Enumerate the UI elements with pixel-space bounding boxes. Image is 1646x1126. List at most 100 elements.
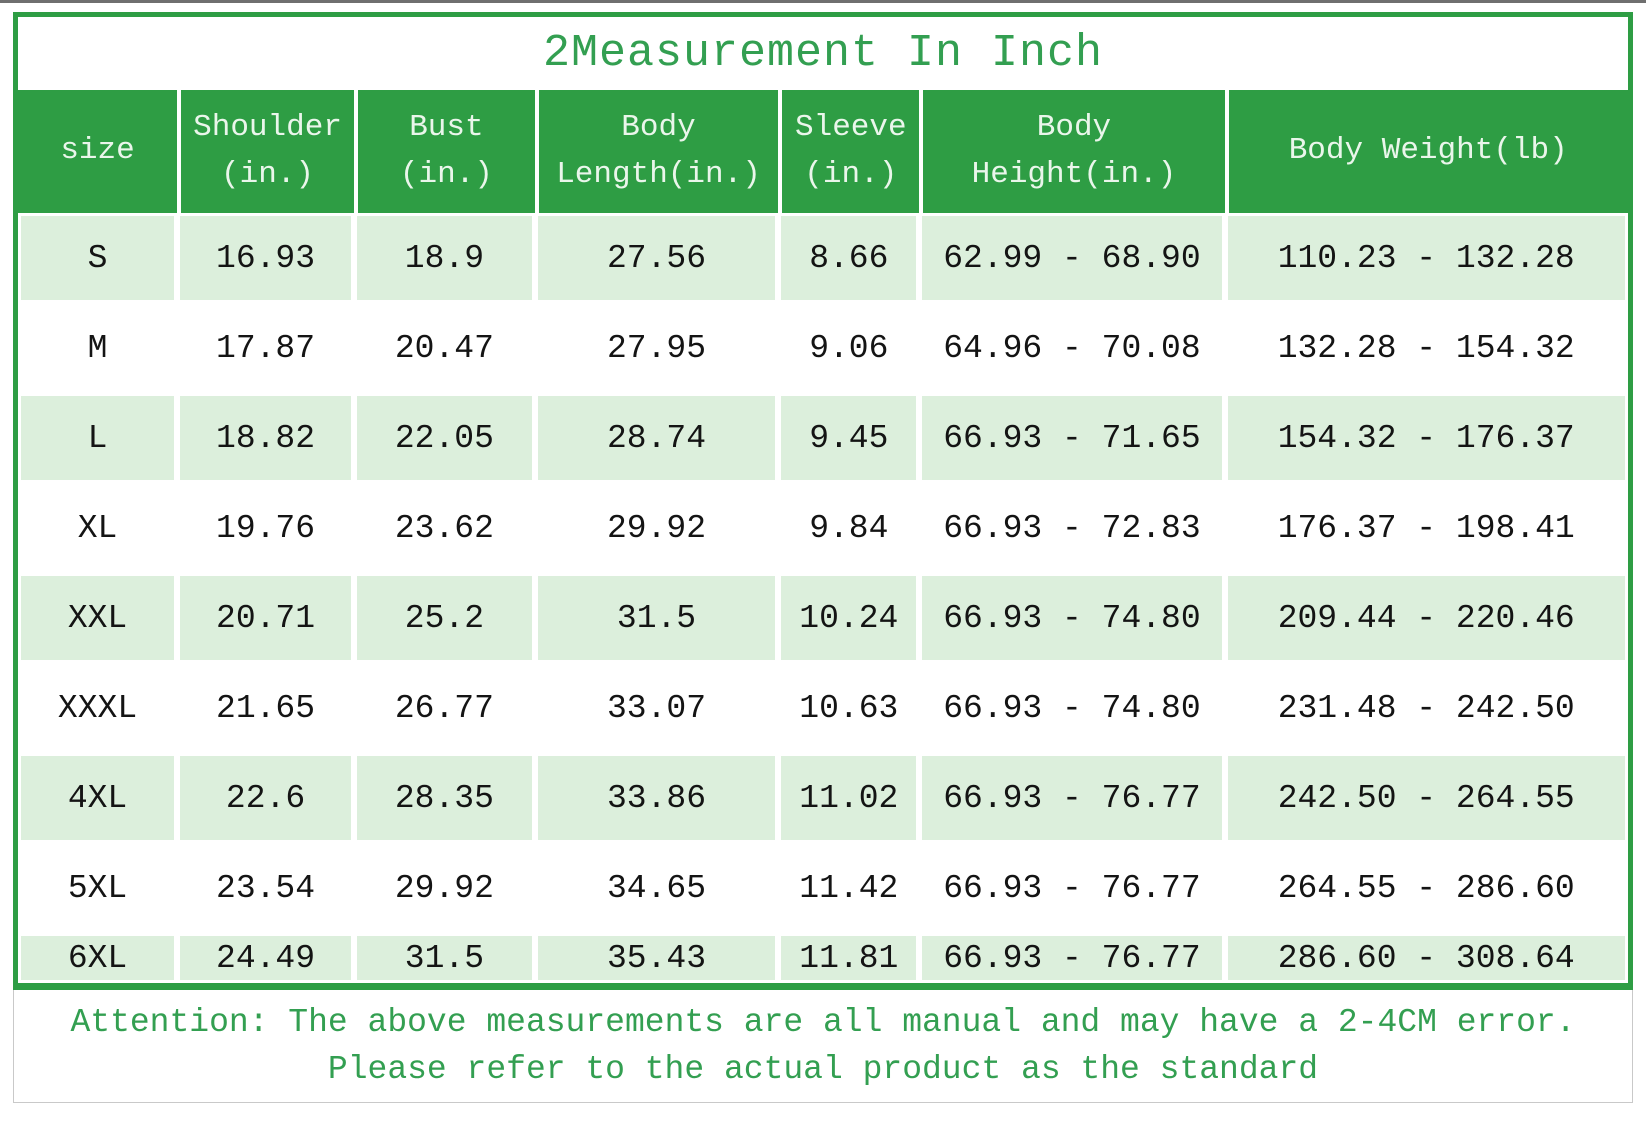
sleeve-cell: 11.02 [778,753,920,843]
shoulder-cell: 23.54 [177,843,354,933]
table-row-xl: XL 19.76 23.62 29.92 9.84 66.93 - 72.83 … [18,483,1628,573]
table-row-5xl: 5XL 23.54 29.92 34.65 11.42 66.93 - 76.7… [18,843,1628,933]
header-line: Shoulder [193,110,342,145]
top-edge-line [0,0,1646,3]
content-area: 2Measurement In Inch size Shoulder (in.)… [13,12,1633,1103]
table-row-4xl: 4XL 22.6 28.35 33.86 11.02 66.93 - 76.77… [18,753,1628,843]
bust-cell: 25.2 [354,573,535,663]
bust-cell: 23.62 [354,483,535,573]
body-weight-cell: 176.37 - 198.41 [1224,483,1628,573]
shoulder-cell: 20.71 [177,573,354,663]
page-title: 2Measurement In Inch [542,28,1104,79]
bust-cell: 28.35 [354,753,535,843]
header-cell-shoulder: Shoulder (in.) [177,90,354,213]
header-cell-size: size [18,90,177,213]
attention-line-1: Attention: The above measurements are al… [70,1004,1576,1041]
shoulder-cell: 17.87 [177,303,354,393]
attention-note: Attention: The above measurements are al… [13,990,1633,1103]
size-cell: XL [18,483,178,573]
table-row-l: L 18.82 22.05 28.74 9.45 66.93 - 71.65 1… [18,393,1628,483]
header-line: (in.) [399,156,493,192]
sleeve-cell: 9.06 [778,303,920,393]
size-cell: S [18,213,178,303]
header-line: (in.) [804,156,898,192]
size-table-box: 2Measurement In Inch size Shoulder (in.)… [13,12,1633,990]
body-height-cell: 66.93 - 74.80 [919,663,1225,753]
sleeve-cell: 11.81 [778,933,920,983]
header-cell-sleeve: Sleeve (in.) [778,90,919,213]
shoulder-cell: 21.65 [177,663,354,753]
size-cell: 6XL [18,933,178,983]
sleeve-cell: 9.84 [778,483,920,573]
sleeve-cell: 11.42 [778,843,920,933]
table-header-row: size Shoulder (in.) Bust (in.) Body Leng… [18,90,1628,213]
body-height-cell: 66.93 - 72.83 [919,483,1225,573]
bust-cell: 26.77 [354,663,535,753]
size-cell: L [18,393,178,483]
body-height-cell: 66.93 - 71.65 [919,393,1225,483]
bust-cell: 29.92 [354,843,535,933]
body-length-cell: 27.56 [534,213,779,303]
body-length-cell: 35.43 [534,933,779,983]
body-length-cell: 28.74 [534,393,779,483]
body-weight-cell: 231.48 - 242.50 [1224,663,1628,753]
body-weight-cell: 110.23 - 132.28 [1224,213,1628,303]
header-line: Body [1036,110,1112,145]
header-cell-body-length: Body Length(in.) [534,90,778,213]
body-height-cell: 66.93 - 76.77 [919,843,1225,933]
body-weight-cell: 286.60 - 308.64 [1224,933,1628,983]
header-line: Body Weight(lb) [1288,133,1568,169]
bust-cell: 31.5 [354,933,535,983]
header-line: Sleeve [795,110,907,145]
shoulder-cell: 18.82 [177,393,354,483]
table-row-xxxl: XXXL 21.65 26.77 33.07 10.63 66.93 - 74.… [18,663,1628,753]
header-line: Length(in.) [556,156,761,192]
header-line: Bust [409,110,484,145]
table-row-6xl: 6XL 24.49 31.5 35.43 11.81 66.93 - 76.77… [18,933,1628,983]
size-cell: 4XL [18,753,178,843]
header-cell-bust: Bust (in.) [354,90,535,213]
body-length-cell: 33.07 [534,663,779,753]
shoulder-cell: 19.76 [177,483,354,573]
bust-cell: 18.9 [354,213,535,303]
body-weight-cell: 154.32 - 176.37 [1224,393,1628,483]
table-row-xxl: XXL 20.71 25.2 31.5 10.24 66.93 - 74.80 … [18,573,1628,663]
attention-line-2: Please refer to the actual product as th… [327,1051,1319,1088]
body-length-cell: 29.92 [534,483,779,573]
header-line: (in.) [221,156,315,192]
header-line: size [60,133,135,169]
body-length-cell: 34.65 [534,843,779,933]
body-height-cell: 66.93 - 74.80 [919,573,1225,663]
size-cell: XXL [18,573,178,663]
header-cell-body-height: Body Height(in.) [919,90,1224,213]
body-weight-cell: 209.44 - 220.46 [1224,573,1628,663]
size-cell: XXXL [18,663,178,753]
body-height-cell: 66.93 - 76.77 [919,933,1225,983]
body-height-cell: 64.96 - 70.08 [919,303,1225,393]
header-line: Body [621,110,696,145]
shoulder-cell: 22.6 [177,753,354,843]
table-row-m: M 17.87 20.47 27.95 9.06 64.96 - 70.08 1… [18,303,1628,393]
body-length-cell: 31.5 [534,573,779,663]
size-cell: M [18,303,178,393]
body-weight-cell: 264.55 - 286.60 [1224,843,1628,933]
sleeve-cell: 9.45 [778,393,920,483]
sleeve-cell: 10.24 [778,573,920,663]
table-row-s: S 16.93 18.9 27.56 8.66 62.99 - 68.90 11… [18,213,1628,303]
body-weight-cell: 132.28 - 154.32 [1224,303,1628,393]
header-line: Height(in.) [971,156,1177,192]
bust-cell: 20.47 [354,303,535,393]
shoulder-cell: 16.93 [177,213,354,303]
body-height-cell: 62.99 - 68.90 [919,213,1225,303]
header-cell-body-weight: Body Weight(lb) [1224,90,1628,213]
sleeve-cell: 10.63 [778,663,920,753]
size-cell: 5XL [18,843,178,933]
sleeve-cell: 8.66 [778,213,920,303]
shoulder-cell: 24.49 [177,933,354,983]
body-height-cell: 66.93 - 76.77 [919,753,1225,843]
body-weight-cell: 242.50 - 264.55 [1224,753,1628,843]
body-length-cell: 33.86 [534,753,779,843]
bust-cell: 22.05 [354,393,535,483]
body-length-cell: 27.95 [534,303,779,393]
